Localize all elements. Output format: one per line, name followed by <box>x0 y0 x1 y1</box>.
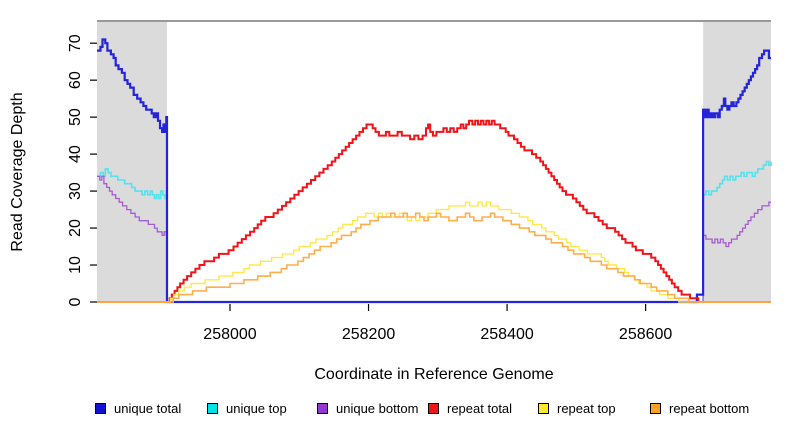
series-line-repeat-total <box>97 119 771 303</box>
y-tick-label: 40 <box>67 145 84 163</box>
x-axis-title: Coordinate in Reference Genome <box>314 366 553 383</box>
legend-item-repeat-bottom: repeat bottom <box>650 398 749 418</box>
y-axis-title: Read Coverage Depth <box>9 92 26 251</box>
masked-region-left <box>97 21 167 303</box>
legend-label-repeat-top: repeat top <box>557 400 616 416</box>
x-tick-label: 258600 <box>619 326 672 343</box>
legend-swatch-repeat-bottom-icon <box>650 402 661 414</box>
legend-swatch-unique-top-icon <box>207 402 218 414</box>
series-line-repeat-bottom <box>97 212 771 303</box>
legend-label-repeat-total: repeat total <box>447 400 513 416</box>
y-tick-label: 0 <box>67 297 84 306</box>
y-tick-label: 50 <box>67 108 84 126</box>
legend-label-unique-total: unique total <box>114 400 182 416</box>
x-tick-label: 258000 <box>203 326 256 343</box>
legend-swatch-unique-total-icon <box>95 402 106 414</box>
legend-item-unique-top: unique top <box>207 398 287 418</box>
y-tick-label: 10 <box>67 256 84 274</box>
legend-label-unique-top: unique top <box>226 400 287 416</box>
y-tick-label: 70 <box>67 34 84 52</box>
masked-region-right <box>703 21 771 303</box>
masked-regions <box>97 21 771 303</box>
legend-item-unique-total: unique total <box>95 398 181 418</box>
legend: unique total unique top unique bottom re… <box>0 398 792 424</box>
y-tick-label: 60 <box>67 71 84 89</box>
legend-label-unique-bottom: unique bottom <box>336 400 419 416</box>
legend-label-repeat-bottom: repeat bottom <box>669 400 750 416</box>
series-line-unique-top <box>97 160 772 303</box>
legend-swatch-unique-bottom-icon <box>317 402 328 414</box>
series-line-repeat-top <box>97 201 771 303</box>
x-tick-label: 258200 <box>342 326 395 343</box>
series-line-unique-total <box>97 38 771 304</box>
legend-item-repeat-total: repeat total <box>428 398 512 418</box>
y-tick-label: 20 <box>67 219 84 237</box>
legend-swatch-repeat-top-icon <box>538 402 549 414</box>
x-axis-ticks: 258000 258200 258400 258600 <box>203 304 672 343</box>
plot-canvas: 258000 258200 258400 258600 0 10 20 30 40 50 60 70… <box>9 20 772 383</box>
x-tick-label: 258400 <box>480 326 533 343</box>
legend-swatch-repeat-total-icon <box>428 402 439 414</box>
y-tick-label: 30 <box>67 182 84 200</box>
y-axis-ticks: 0 10 20 30 40 50 60 70 <box>67 34 97 306</box>
legend-item-repeat-top: repeat top <box>538 398 616 418</box>
legend-item-unique-bottom: unique bottom <box>317 398 418 418</box>
coverage-series <box>97 38 772 304</box>
